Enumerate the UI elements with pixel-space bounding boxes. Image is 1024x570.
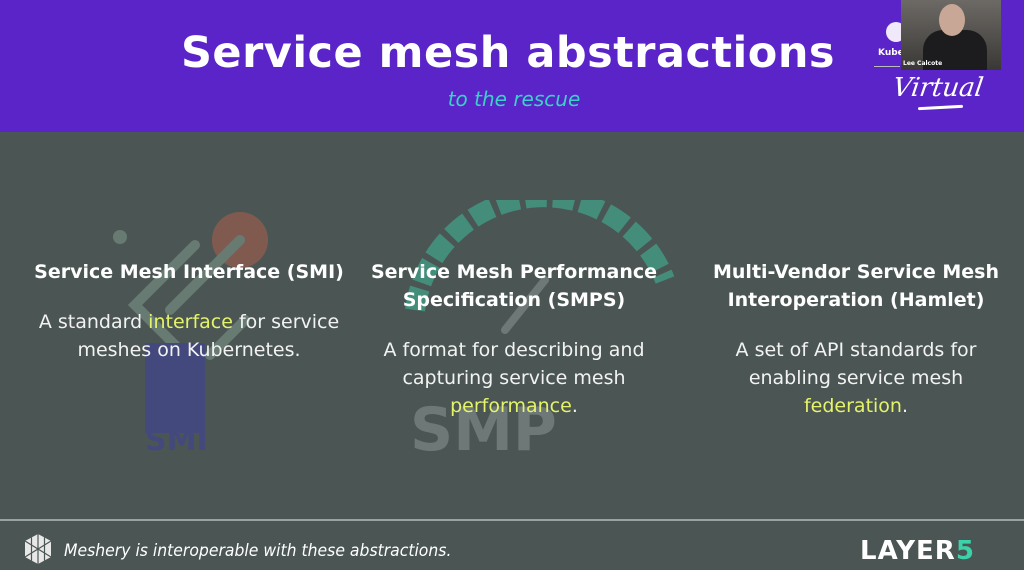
slide-footer: Meshery is interoperable with these abst… [0, 519, 1024, 570]
logo-five: 5 [955, 536, 975, 566]
column-hamlet: Multi-Vendor Service Mesh Interoperation… [696, 258, 1016, 420]
column-description: A standard interface for service meshes … [29, 308, 349, 364]
layer5-logo: LAYER5 [860, 536, 975, 566]
desc-text: A format for describing and capturing se… [383, 339, 645, 389]
desc-text: A standard [38, 311, 149, 333]
slide-subtitle: to the rescue [447, 87, 581, 111]
column-smps: Service Mesh Performance Specification (… [354, 258, 674, 420]
event-tagline: Virtual [890, 73, 986, 103]
column-title: Multi-Vendor Service Mesh Interoperation… [713, 261, 999, 311]
desc-highlight: federation [803, 395, 902, 417]
column-description: A set of API standards for enabling serv… [696, 336, 1016, 420]
column-title: Service Mesh Performance Specification (… [370, 261, 657, 311]
speaker-name: Lee Calcote [903, 60, 943, 67]
speaker-body [923, 30, 987, 70]
slide-title: Service mesh abstractions [180, 28, 836, 78]
event-brand: Kuber [878, 48, 909, 58]
column-title: Service Mesh Interface (SMI) [34, 261, 344, 283]
smp-logo-text: SMP [410, 395, 557, 460]
desc-highlight: performance [450, 395, 572, 417]
webcam-feed: Lee Calcote [901, 0, 1001, 70]
footer-text: Meshery is interoperable with these abst… [64, 541, 452, 561]
column-description: A format for describing and capturing se… [354, 336, 674, 420]
desc-text: . [901, 395, 909, 417]
slide-header: Service mesh abstractions to the rescue … [0, 0, 1024, 132]
logo-text: LAYER [860, 536, 956, 566]
desc-text: A set of API standards for enabling serv… [735, 339, 977, 389]
desc-text: . [571, 395, 578, 417]
column-smi: Service Mesh Interface (SMI) A standard … [29, 258, 349, 364]
meshery-logo-icon [24, 534, 52, 564]
divider [874, 66, 900, 67]
smi-logo-background: SMI [113, 212, 268, 455]
smp-logo-background: SMP [405, 200, 675, 460]
smi-logo-text: SMI [145, 423, 208, 455]
desc-highlight: interface [148, 311, 233, 333]
desc-text: for service meshes on Kubernetes. [77, 311, 340, 361]
speaker-head [939, 4, 965, 36]
